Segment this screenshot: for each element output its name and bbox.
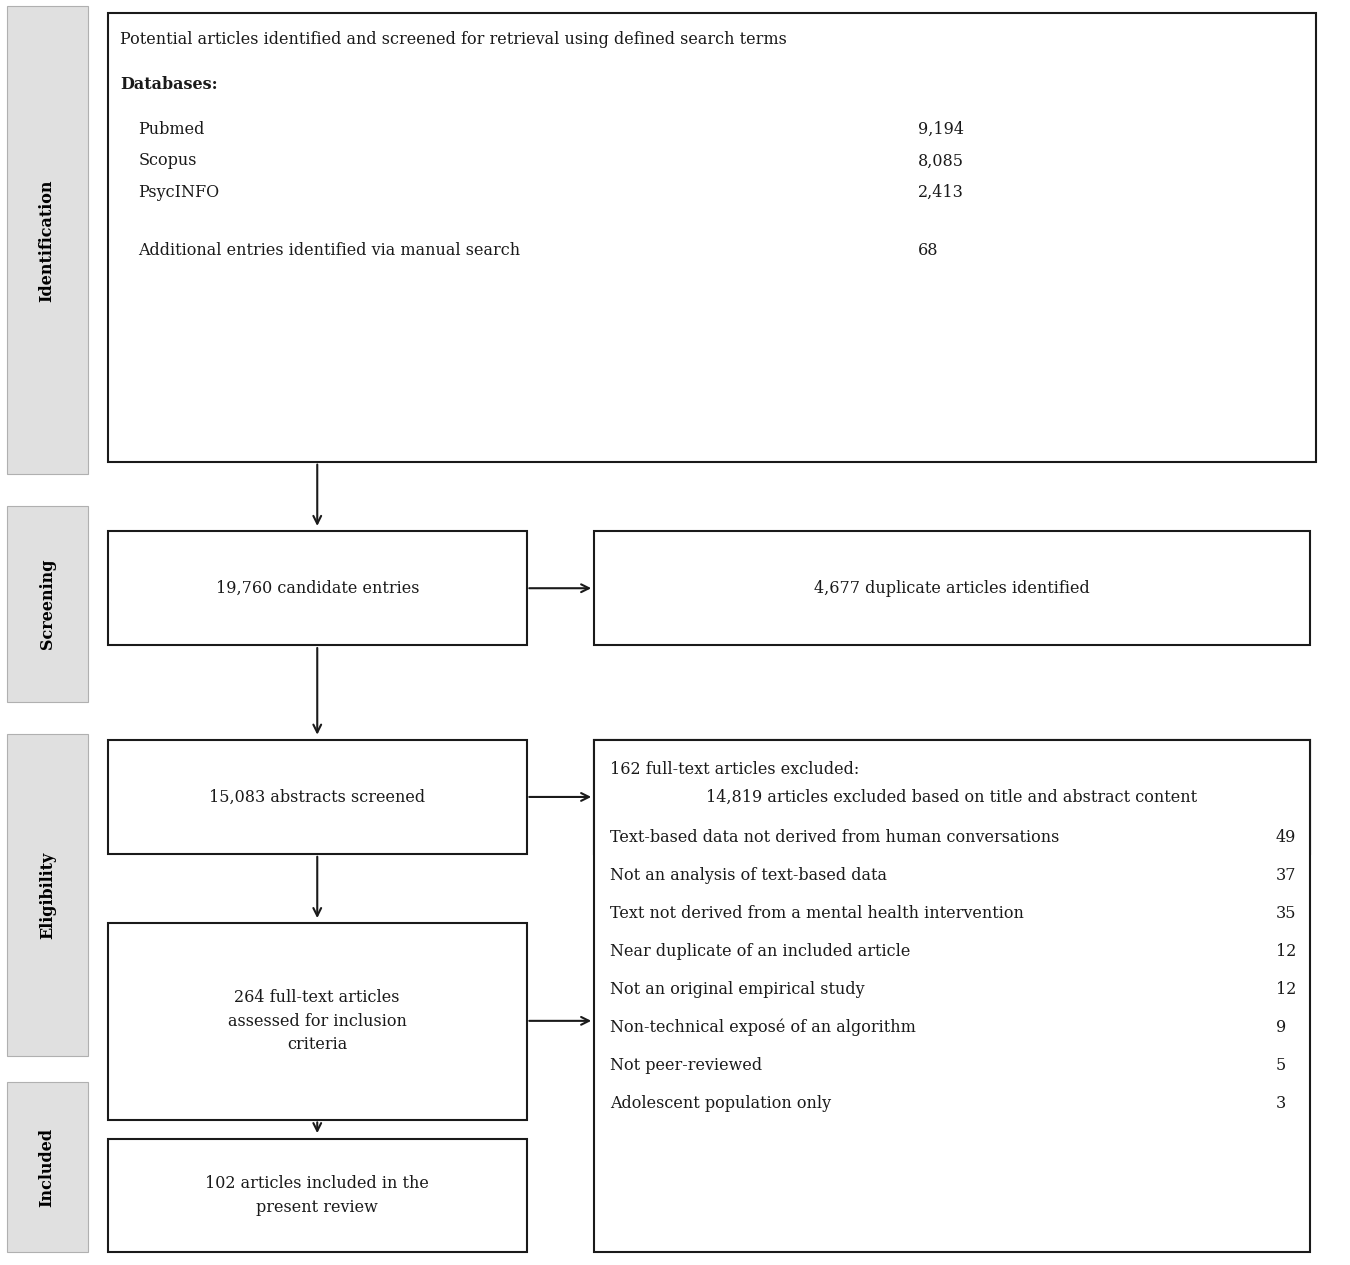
Text: 3: 3 [1276,1094,1287,1112]
Text: 35: 35 [1276,904,1296,922]
Text: Included: Included [39,1127,55,1207]
Text: Databases:: Databases: [120,76,217,94]
Text: Eligibility: Eligibility [39,851,55,939]
Text: 9,194: 9,194 [918,121,964,138]
Bar [594,740,1310,854]
Text: 4,677 duplicate articles identified: 4,677 duplicate articles identified [814,579,1089,597]
Text: Non-technical exposé of an algorithm: Non-technical exposé of an algorithm [610,1018,917,1036]
Bar [108,740,526,854]
Text: Not an original empirical study: Not an original empirical study [610,980,865,998]
Text: Screening: Screening [39,559,55,649]
Text: 162 full-text articles excluded:: 162 full-text articles excluded: [610,760,860,778]
Text: 12: 12 [1276,942,1296,960]
Text: Near duplicate of an included article: Near duplicate of an included article [610,942,910,960]
Bar [108,13,1316,462]
Text: Not peer-reviewed: Not peer-reviewed [610,1056,763,1074]
Text: Pubmed: Pubmed [138,121,205,138]
Text: Text not derived from a mental health intervention: Text not derived from a mental health in… [610,904,1025,922]
Text: 68: 68 [918,242,938,259]
Text: 2,413: 2,413 [918,183,964,201]
Bar [7,1082,88,1252]
Text: 19,760 candidate entries: 19,760 candidate entries [216,579,418,597]
Text: 49: 49 [1276,829,1296,846]
Text: 264 full-text articles
assessed for inclusion
criteria: 264 full-text articles assessed for incl… [228,989,406,1054]
Text: PsycINFO: PsycINFO [138,183,219,201]
Text: Scopus: Scopus [138,152,197,170]
Text: Not an analysis of text-based data: Not an analysis of text-based data [610,867,887,884]
Bar [108,923,526,1120]
Text: 102 articles included in the
present review: 102 articles included in the present rev… [205,1175,429,1216]
Bar [7,6,88,474]
Text: Adolescent population only: Adolescent population only [610,1094,832,1112]
Text: 9: 9 [1276,1018,1287,1036]
Text: Text-based data not derived from human conversations: Text-based data not derived from human c… [610,829,1060,846]
Text: 15,083 abstracts screened: 15,083 abstracts screened [209,788,425,806]
Text: 14,819 articles excluded based on title and abstract content: 14,819 articles excluded based on title … [706,788,1197,806]
Bar [7,734,88,1056]
Text: Potential articles identified and screened for retrieval using defined search te: Potential articles identified and screen… [120,32,787,48]
Bar [594,740,1310,1252]
Text: Additional entries identified via manual search: Additional entries identified via manual… [138,242,520,259]
Text: Identification: Identification [39,180,55,301]
Text: 12: 12 [1276,980,1296,998]
Text: 37: 37 [1276,867,1296,884]
Bar [108,1138,526,1252]
Bar [108,531,526,645]
Bar [594,531,1310,645]
Text: 8,085: 8,085 [918,152,964,170]
Bar [7,506,88,702]
Text: 5: 5 [1276,1056,1287,1074]
